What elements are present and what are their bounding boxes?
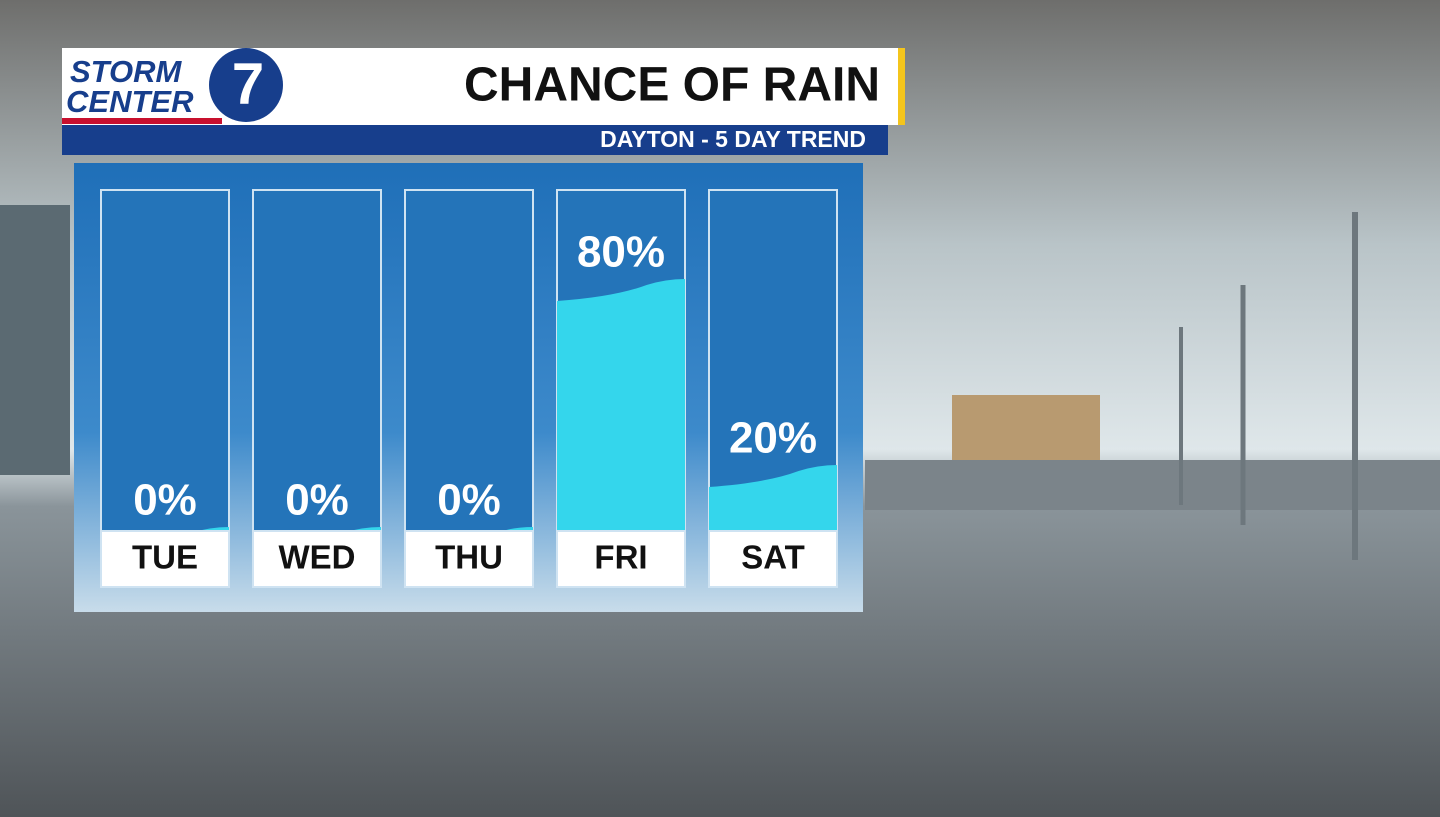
building	[952, 395, 1100, 460]
x-tick-label: FRI	[594, 539, 647, 576]
column	[252, 189, 382, 532]
x-tick-label: SAT	[741, 539, 805, 576]
building-left	[0, 205, 70, 475]
category-cell	[100, 530, 230, 588]
value-label: 0%	[437, 476, 501, 525]
subtitle-bar	[62, 125, 888, 155]
x-tick-label: WED	[279, 539, 356, 576]
header-bar	[62, 48, 905, 125]
header-accent	[898, 48, 905, 125]
value-label: 0%	[285, 476, 349, 525]
value-label: 20%	[729, 414, 817, 463]
logo-stripe	[62, 118, 222, 124]
x-tick-label: THU	[435, 539, 503, 576]
category-cell	[556, 530, 686, 588]
column	[100, 189, 230, 532]
chart-title: CHANCE OF RAIN	[464, 59, 880, 112]
logo-circle	[209, 48, 283, 122]
railing	[865, 460, 1440, 510]
category-cell	[252, 530, 382, 588]
value-label: 0%	[133, 476, 197, 525]
logo-text: CENTER	[66, 84, 194, 119]
category-cell	[708, 530, 838, 588]
logo-text: STORM	[70, 54, 183, 89]
chart-subtitle: DAYTON - 5 DAY TREND	[600, 126, 866, 152]
columns: TUE 0% WED 0% THU 0% FRI 80% SAT 20%	[100, 189, 838, 588]
value-label: 80%	[577, 228, 665, 277]
bar	[709, 465, 837, 531]
x-tick-label: TUE	[132, 539, 198, 576]
category-cell	[404, 530, 534, 588]
column	[404, 189, 534, 532]
bar	[557, 279, 685, 531]
logo-number: 7	[232, 51, 264, 116]
